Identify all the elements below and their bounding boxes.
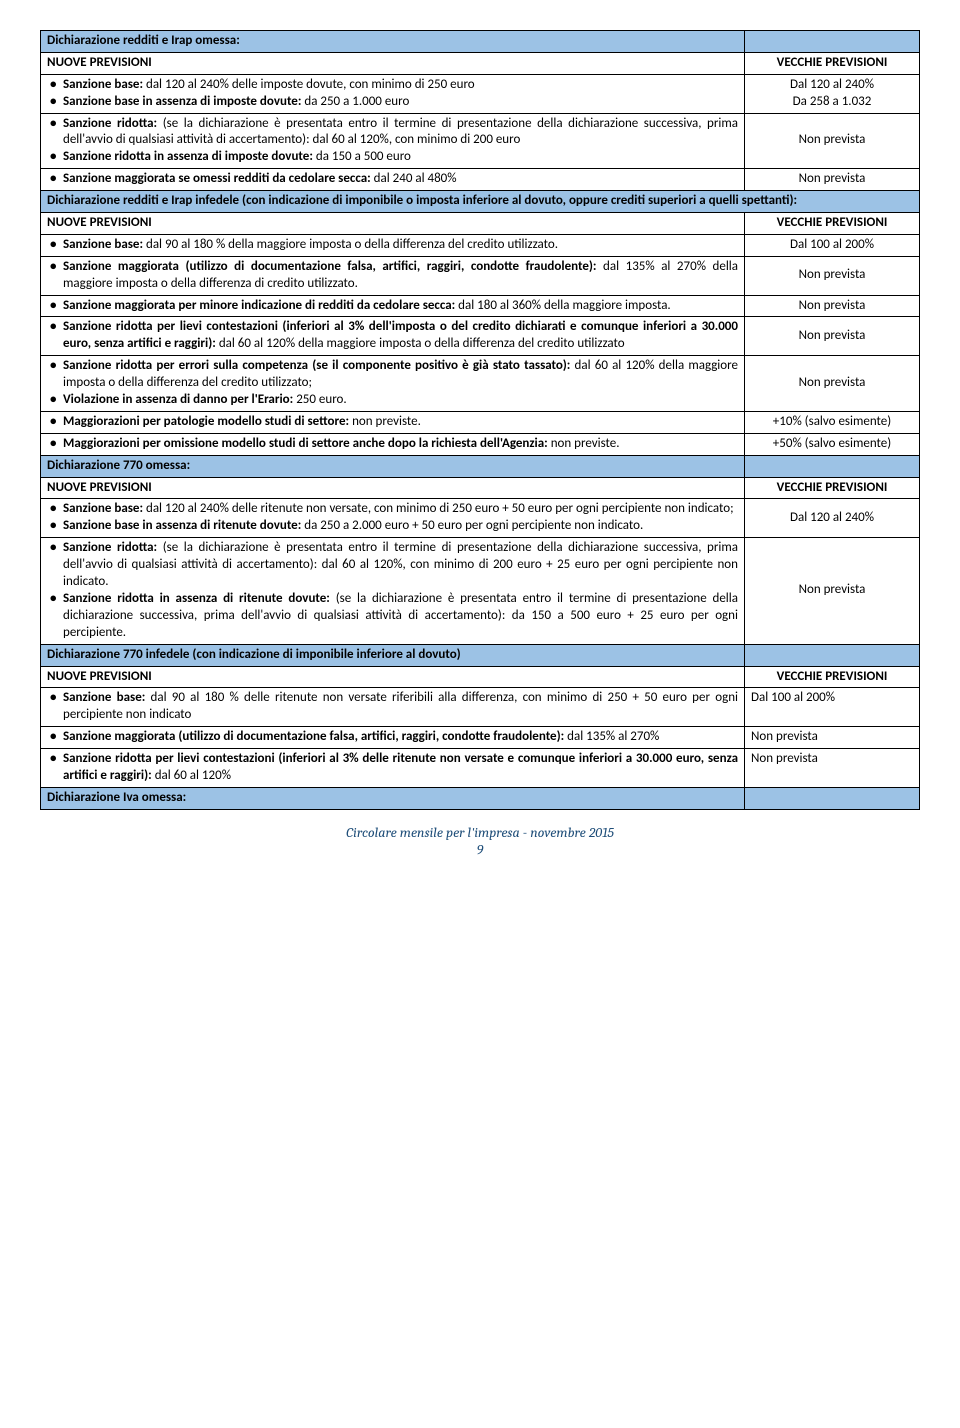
row-content: Maggiorazioni per omissione modello stud… (41, 433, 745, 455)
col-header-right: VECCHIE PREVISIONI (745, 52, 920, 74)
sanctions-table: Dichiarazione redditi e Irap omessa: NUO… (40, 30, 920, 810)
section-header-right (745, 31, 920, 53)
col-header-left: NUOVE PREVISIONI (41, 52, 745, 74)
row-value: Dal 100 al 200% (745, 234, 920, 256)
col-header-right: VECCHIE PREVISIONI (745, 477, 920, 499)
row-content: Sanzione maggiorata per minore indicazio… (41, 295, 745, 317)
row-value: Dal 100 al 200% (745, 688, 920, 727)
col-header-left: NUOVE PREVISIONI (41, 477, 745, 499)
section-header: Dichiarazione 770 omessa: (41, 455, 745, 477)
col-header-right: VECCHIE PREVISIONI (745, 213, 920, 235)
section-header: Dichiarazione redditi e Irap omessa: (41, 31, 745, 53)
section-header: Dichiarazione 770 infedele (con indicazi… (41, 644, 745, 666)
col-header-right: VECCHIE PREVISIONI (745, 666, 920, 688)
row-value: Non prevista (745, 295, 920, 317)
row-content: Maggiorazioni per patologie modello stud… (41, 411, 745, 433)
row-value: Non prevista (745, 727, 920, 749)
row-content: Sanzione maggiorata (utilizzo di documen… (41, 727, 745, 749)
page-number: 9 (40, 841, 920, 858)
section-header: Dichiarazione Iva omessa: (41, 787, 745, 809)
row-value: Dal 120 al 240% Da 258 a 1.032 (745, 74, 920, 113)
row-content: Sanzione base: dal 90 al 180 % della mag… (41, 234, 745, 256)
row-content: Sanzione ridotta per lievi contestazioni… (41, 317, 745, 356)
row-value: Non prevista (745, 356, 920, 412)
section-header-right (745, 455, 920, 477)
section-header: Dichiarazione redditi e Irap infedele (c… (41, 191, 920, 213)
row-value: Non prevista (745, 169, 920, 191)
row-content: Sanzione ridotta per lievi contestazioni… (41, 749, 745, 788)
row-content: Sanzione maggiorata se omessi redditi da… (41, 169, 745, 191)
col-header-left: NUOVE PREVISIONI (41, 666, 745, 688)
row-content: Sanzione ridotta per errori sulla compet… (41, 356, 745, 412)
row-value: Dal 120 al 240% (745, 499, 920, 538)
row-content: Sanzione base: dal 120 al 240% delle imp… (41, 74, 745, 113)
row-value: Non prevista (745, 317, 920, 356)
footer-text: Circolare mensile per l'impresa - novemb… (40, 824, 920, 841)
row-value: Non prevista (745, 749, 920, 788)
row-value: Non prevista (745, 538, 920, 644)
row-value: +50% (salvo esimente) (745, 433, 920, 455)
row-content: Sanzione maggiorata (utilizzo di documen… (41, 256, 745, 295)
row-content: Sanzione base: dal 90 al 180 % delle rit… (41, 688, 745, 727)
section-header-right (745, 644, 920, 666)
col-header-left: NUOVE PREVISIONI (41, 213, 745, 235)
row-value: Non prevista (745, 113, 920, 169)
section-header-right (745, 787, 920, 809)
row-value: +10% (salvo esimente) (745, 411, 920, 433)
row-content: Sanzione ridotta: (se la dichiarazione è… (41, 113, 745, 169)
row-content: Sanzione base: dal 120 al 240% delle rit… (41, 499, 745, 538)
row-value: Non prevista (745, 256, 920, 295)
row-content: Sanzione ridotta: (se la dichiarazione è… (41, 538, 745, 644)
